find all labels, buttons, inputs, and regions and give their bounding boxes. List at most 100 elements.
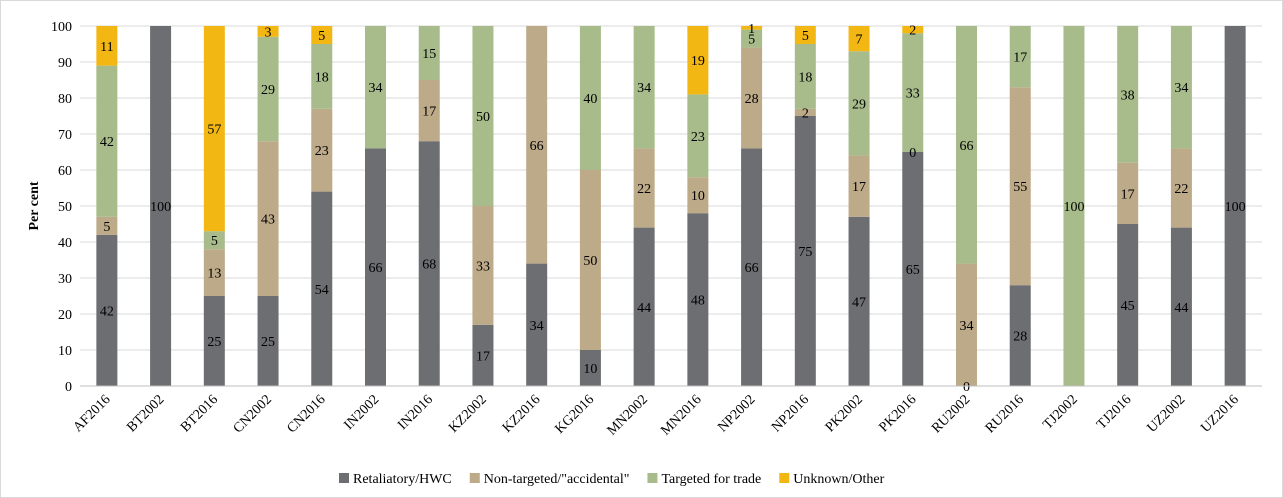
y-tick-label: 80 bbox=[58, 92, 72, 107]
x-tick-label: NP2002 bbox=[715, 392, 758, 435]
bar-segment bbox=[741, 26, 763, 30]
y-tick-label: 10 bbox=[58, 344, 72, 359]
x-tick-label: UZ2002 bbox=[1145, 392, 1189, 436]
data-label: 43 bbox=[261, 213, 275, 228]
data-label: 2 bbox=[802, 106, 809, 121]
data-label: 10 bbox=[691, 189, 705, 204]
y-tick-label: 0 bbox=[65, 380, 72, 395]
data-label: 5 bbox=[211, 234, 218, 249]
data-label: 22 bbox=[1174, 182, 1188, 197]
data-label: 34 bbox=[530, 319, 544, 334]
data-label: 25 bbox=[261, 335, 275, 350]
bar-segment bbox=[526, 26, 548, 264]
legend-label: Retaliatory/HWC bbox=[353, 472, 452, 487]
bar-segment bbox=[687, 177, 709, 214]
bar-segment bbox=[257, 26, 279, 37]
data-label: 5 bbox=[318, 29, 325, 44]
x-tick-label: KZ2002 bbox=[446, 392, 490, 436]
data-label: 45 bbox=[1121, 299, 1135, 314]
x-tick-label: MN2002 bbox=[605, 392, 651, 438]
bar-segment bbox=[741, 29, 763, 48]
x-tick-label: KG2016 bbox=[553, 392, 598, 437]
data-label: 100 bbox=[150, 200, 171, 215]
bar-segment bbox=[1009, 26, 1031, 88]
data-label: 17 bbox=[422, 105, 436, 120]
legend-swatch bbox=[647, 473, 658, 483]
bar-segment bbox=[1009, 285, 1031, 386]
y-tick-label: 20 bbox=[58, 308, 72, 323]
data-label: 42 bbox=[100, 304, 114, 319]
bar-segment bbox=[1009, 87, 1031, 286]
bar-segment bbox=[418, 80, 440, 142]
bar-segment bbox=[472, 206, 494, 325]
data-label: 48 bbox=[691, 294, 705, 309]
data-label: 38 bbox=[1121, 88, 1135, 103]
bar-segment bbox=[1170, 26, 1192, 149]
data-label: 7 bbox=[856, 33, 863, 48]
x-tick-label: TJ2016 bbox=[1094, 392, 1134, 432]
data-label: 33 bbox=[906, 87, 920, 102]
bar-segment bbox=[579, 170, 601, 350]
x-tick-label: NP2016 bbox=[769, 392, 812, 435]
bar-segment bbox=[365, 26, 386, 149]
data-label: 55 bbox=[1013, 180, 1027, 195]
bar-segment bbox=[579, 350, 601, 386]
bar-segment bbox=[633, 227, 655, 386]
y-tick-label: 60 bbox=[58, 164, 72, 179]
x-tick-label: BT2002 bbox=[124, 392, 167, 435]
x-tick-label: CN2002 bbox=[231, 392, 275, 436]
bar-segment bbox=[741, 148, 763, 386]
bar-segment bbox=[794, 44, 816, 109]
data-label: 65 bbox=[906, 263, 920, 278]
bar-segment bbox=[1170, 148, 1192, 228]
data-label: 75 bbox=[798, 245, 812, 260]
data-label: 25 bbox=[207, 335, 221, 350]
bar-segment bbox=[1117, 26, 1139, 163]
bar-segment bbox=[311, 191, 333, 386]
bar-segment bbox=[472, 26, 494, 206]
data-label: 17 bbox=[1121, 187, 1135, 202]
data-label: 57 bbox=[207, 123, 221, 138]
bar-segment bbox=[794, 108, 816, 116]
data-label: 54 bbox=[315, 283, 329, 298]
data-label: 34 bbox=[1174, 81, 1188, 96]
data-label: 66 bbox=[745, 261, 759, 276]
data-label: 44 bbox=[637, 301, 651, 316]
bar-segment bbox=[902, 33, 924, 153]
data-label: 17 bbox=[852, 180, 866, 195]
bar-segment bbox=[365, 148, 386, 386]
bar-segment bbox=[848, 155, 870, 217]
bar-segment bbox=[794, 116, 816, 386]
data-label: 40 bbox=[583, 92, 597, 107]
bar-segment bbox=[96, 234, 118, 386]
data-label: 44 bbox=[1174, 301, 1188, 316]
data-label: 68 bbox=[422, 258, 436, 273]
y-tick-label: 30 bbox=[58, 272, 72, 287]
bar-segment bbox=[902, 26, 924, 34]
legend-label: Unknown/Other bbox=[793, 472, 884, 487]
legend-label: Non-targeted/"accidental" bbox=[484, 472, 630, 487]
data-label: 1 bbox=[748, 22, 755, 37]
bar-segment bbox=[311, 108, 333, 192]
data-label: 18 bbox=[315, 70, 329, 85]
bar-segment bbox=[579, 26, 601, 170]
data-label: 42 bbox=[100, 135, 114, 150]
y-tick-label: 40 bbox=[58, 236, 72, 251]
data-label: 29 bbox=[852, 97, 866, 112]
bar-segment bbox=[1170, 227, 1192, 386]
data-label: 3 bbox=[265, 25, 272, 40]
x-tick-label: RU2016 bbox=[983, 392, 1027, 436]
data-label: 0 bbox=[963, 380, 970, 395]
y-tick-label: 50 bbox=[58, 200, 72, 215]
data-label: 10 bbox=[583, 362, 597, 377]
data-label: 11 bbox=[100, 40, 113, 55]
data-label: 13 bbox=[207, 267, 221, 282]
x-tick-label: KZ2016 bbox=[500, 392, 544, 436]
bar-segment bbox=[472, 324, 494, 386]
data-label: 50 bbox=[476, 110, 490, 125]
x-tick-label: UZ2016 bbox=[1198, 392, 1242, 436]
bar-segment bbox=[150, 26, 172, 386]
bar-segment bbox=[687, 94, 709, 178]
